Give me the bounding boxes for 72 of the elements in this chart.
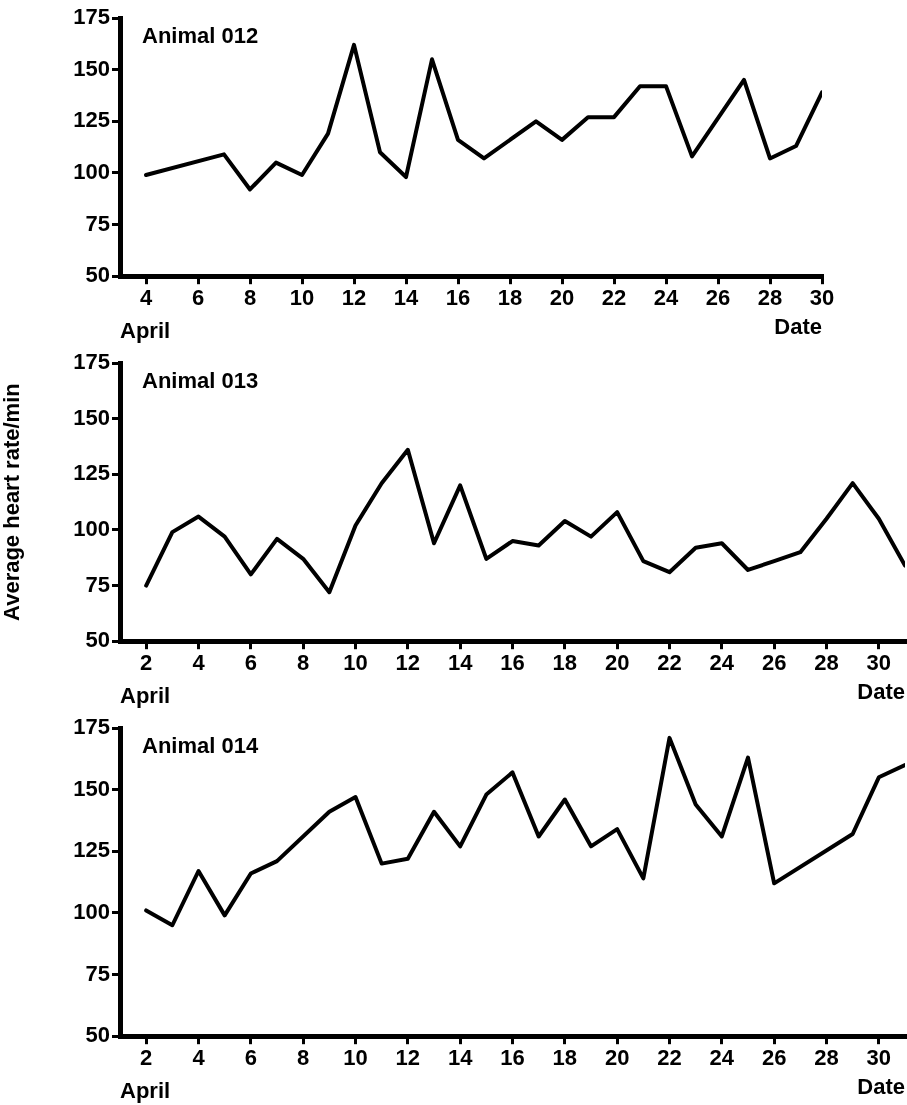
y-tick-label: 100: [73, 515, 110, 541]
y-tick-label: 50: [85, 1022, 110, 1048]
x-tick-label: 28: [814, 1045, 839, 1071]
y-tick-label: 50: [85, 627, 110, 653]
x-tick-label: 22: [601, 285, 627, 311]
x-tick-label: 4: [192, 1045, 206, 1071]
x-tick-label: 18: [552, 1045, 578, 1071]
x-tick-label: 14: [447, 650, 474, 676]
y-tick-label: 175: [73, 714, 110, 740]
x-tick-label: 30: [866, 650, 892, 676]
text: April: [120, 318, 171, 344]
x-tick-label: 16: [500, 650, 525, 676]
y-tick-label: 125: [73, 837, 110, 863]
x-tick-label: 8: [243, 285, 257, 311]
x-tick-label: 4: [192, 650, 206, 676]
x-tick-label: 6: [191, 285, 205, 311]
text: April: [120, 1078, 171, 1104]
x-tick-label: 26: [761, 650, 787, 676]
x-tick-label: 12: [395, 1045, 421, 1071]
x-tick-label: 26: [761, 1045, 787, 1071]
x-tick-label: 4: [139, 285, 153, 311]
y-tick-label: 150: [73, 404, 110, 430]
x-tick-label: 10: [289, 285, 315, 311]
x-axis-title: Date: [857, 678, 905, 704]
y-axis-title: Average heart rate/min: [0, 383, 25, 621]
x-tick-label: 10: [343, 650, 368, 676]
x-tick-label: 24: [709, 650, 735, 676]
x-tick-label: 12: [395, 650, 421, 676]
y-tick-label: 175: [73, 4, 110, 30]
x-tick-label: 20: [604, 1045, 630, 1071]
y-tick-label: 125: [73, 107, 110, 133]
x-tick-label: 12: [341, 285, 367, 311]
y-tick-label: 100: [73, 898, 110, 924]
x-tick-label: 2: [140, 1045, 153, 1071]
x-tick-label: 18: [497, 285, 523, 311]
text: April: [120, 683, 171, 709]
y-tick-label: 150: [73, 55, 110, 81]
y-tick-label: 150: [73, 775, 110, 801]
x-axis-title: Date: [774, 313, 822, 339]
x-tick-label: 30: [866, 1045, 892, 1071]
x-tick-label: 26: [705, 285, 731, 311]
x-axis-title: Date: [857, 1073, 905, 1099]
x-tick-label: 30: [809, 285, 835, 311]
x-tick-label: 28: [814, 650, 839, 676]
y-tick-label: 75: [85, 571, 110, 597]
chart-title: Animal 013: [142, 368, 259, 394]
y-tick-label: 100: [73, 158, 110, 184]
chart-title: Animal 012: [142, 23, 259, 49]
x-tick-label: 16: [445, 285, 471, 311]
x-tick-label: 2: [140, 650, 153, 676]
x-tick-label: 6: [244, 1045, 257, 1071]
x-tick-label: 24: [653, 285, 679, 311]
x-tick-label: 28: [757, 285, 783, 311]
y-tick-label: 75: [85, 960, 110, 986]
x-tick-label: 10: [343, 1045, 368, 1071]
y-tick-label: 50: [85, 262, 110, 288]
y-tick-label: 75: [85, 210, 110, 236]
x-tick-label: 14: [447, 1045, 474, 1071]
x-tick-label: 22: [657, 650, 682, 676]
x-tick-label: 24: [709, 1045, 735, 1071]
x-tick-label: 20: [604, 650, 630, 676]
x-tick-label: 8: [297, 650, 310, 676]
x-tick-label: 20: [549, 285, 575, 311]
x-tick-label: 18: [552, 650, 578, 676]
x-tick-label: 8: [297, 1045, 310, 1071]
x-tick-label: 16: [500, 1045, 525, 1071]
x-tick-label: 14: [393, 285, 419, 311]
x-tick-label: 6: [244, 650, 257, 676]
x-tick-label: 22: [657, 1045, 682, 1071]
y-tick-label: 125: [73, 460, 110, 486]
y-tick-label: 175: [73, 349, 110, 375]
chart-title: Animal 014: [142, 733, 259, 759]
